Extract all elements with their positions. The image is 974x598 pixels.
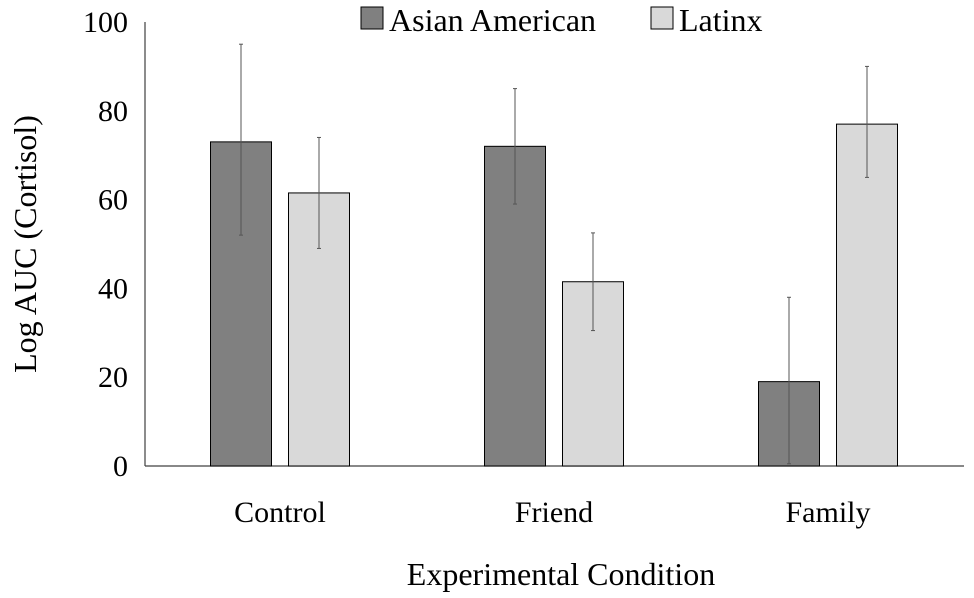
y-tick-labels: 0 20 40 60 80 100 <box>83 6 128 483</box>
category-labels: Control Friend Family <box>234 496 870 529</box>
bar-asian-american-friend <box>484 145 546 467</box>
legend-label-asian-american: Asian American <box>389 2 596 38</box>
y-tick-label: 20 <box>98 361 128 394</box>
category-label-friend: Friend <box>515 496 593 529</box>
y-tick-label: 80 <box>98 95 128 128</box>
legend-swatch-latinx <box>650 6 674 30</box>
y-axis-title: Log AUC (Cortisol) <box>7 115 43 373</box>
legend-swatch-asian-american <box>360 6 384 30</box>
x-axis-title: Experimental Condition <box>407 556 715 592</box>
y-tick-label: 60 <box>98 184 128 217</box>
bars <box>210 43 898 467</box>
legend-label-latinx: Latinx <box>679 2 763 38</box>
bar-latinx-family <box>836 123 898 467</box>
y-tick-label: 40 <box>98 272 128 305</box>
category-label-control: Control <box>234 496 326 529</box>
category-label-family: Family <box>785 496 870 529</box>
y-tick-label: 100 <box>83 6 128 39</box>
legend: Asian American Latinx <box>360 2 763 38</box>
y-tick-label: 0 <box>113 450 128 483</box>
